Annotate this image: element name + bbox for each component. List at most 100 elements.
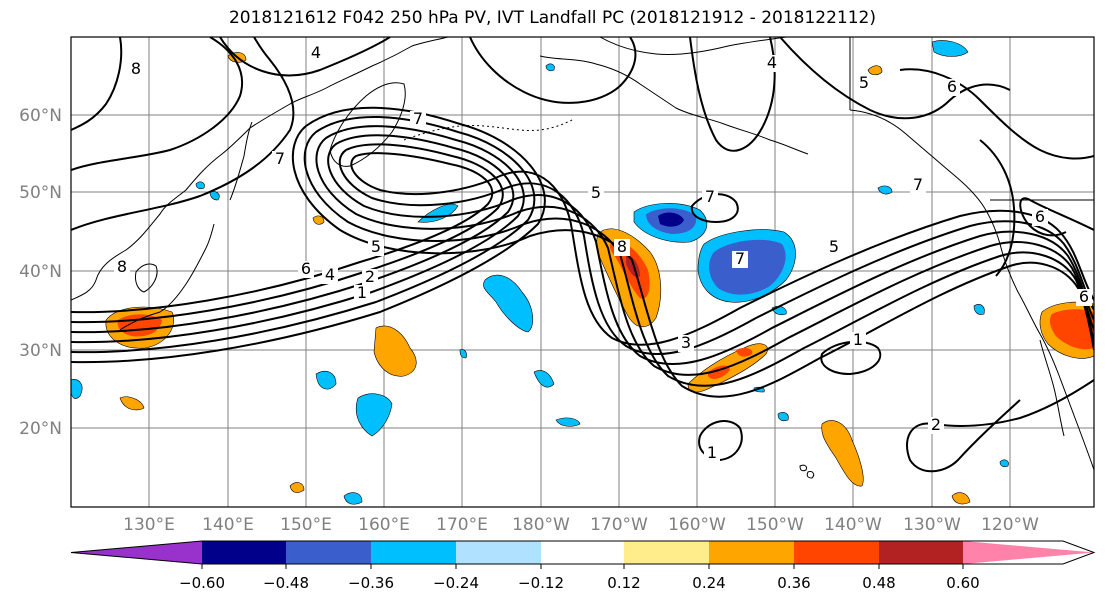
shade-central-warm-1 (373, 325, 417, 377)
shade-small-cool-7 (459, 349, 467, 359)
coast-korea (135, 263, 158, 293)
coast-north-america (849, 109, 1094, 471)
shade-small-warm-2 (312, 215, 325, 225)
contour-label: 6 (301, 259, 311, 278)
coast-asia (71, 37, 449, 301)
lon-label: 170°W (590, 515, 648, 535)
contour-label-bg (588, 185, 604, 202)
colorbar-segment-left-extend (71, 541, 202, 564)
contour-nw-1 (71, 37, 243, 171)
shade-central-cool-5 (555, 417, 581, 427)
lon-label: 170°E (436, 515, 488, 535)
contour-label-bg (322, 267, 338, 284)
contour-label: 5 (371, 237, 381, 256)
colorbar-segment (371, 541, 456, 564)
lon-label: 120°W (981, 515, 1039, 535)
coast-baja (1039, 339, 1065, 437)
contour-north-1 (219, 37, 391, 77)
contour-label: 7 (413, 109, 423, 128)
coast-japan (119, 223, 215, 331)
shade-central-cool-3 (355, 393, 393, 437)
shade-central-cool-1 (483, 274, 534, 333)
contour-label: 5 (859, 73, 869, 92)
shade-small-cool-9 (777, 412, 789, 422)
shade-small-cool-1 (71, 379, 83, 399)
contour-label-bg (410, 111, 426, 128)
contour-label: 6 (1035, 207, 1045, 226)
shade-small-cool-11 (877, 185, 893, 195)
shade-small-cool-6 (343, 492, 363, 505)
lon-label: 160°E (358, 515, 410, 535)
contour-label-bg (368, 239, 384, 256)
latitude-labels: 60°N 50°N 40°N 30°N 20°N (19, 106, 62, 439)
contour-nw-2 (71, 37, 295, 231)
contour-closed-hawaii (698, 420, 743, 462)
lon-label: 140°W (824, 515, 882, 535)
colorbar-tick-label: −0.60 (179, 574, 225, 592)
contour-label: 5 (591, 183, 601, 202)
lon-label: 180°W (512, 515, 570, 535)
contour-label: 6 (1079, 287, 1089, 306)
pv-contours (71, 37, 1094, 473)
shade-central-cool-2 (315, 371, 337, 390)
contour-north-3 (689, 37, 776, 152)
contour-label-bg (128, 61, 144, 78)
colorbar-segment (709, 541, 794, 564)
contour-jet-3 (71, 134, 1094, 366)
shade-small-cool-12 (545, 63, 555, 72)
colorbar-tick-label: 0.24 (692, 574, 725, 592)
contour-label-bg (298, 261, 314, 278)
shade-subtrop-hot-2 (736, 347, 753, 357)
contour-label: 1 (357, 283, 367, 302)
contour-east-2 (1019, 197, 1094, 237)
lat-label: 50°N (19, 183, 62, 203)
contour-north-5 (899, 68, 1094, 160)
contour-label-bg (614, 239, 630, 256)
map-title: 2018121612 F042 250 hPa PV, IVT Landfall… (228, 8, 876, 28)
lat-label: 30°N (19, 341, 62, 361)
shade-north-dark (658, 212, 684, 227)
shade-central-cool-4 (533, 370, 555, 388)
contour-label-bg (354, 285, 370, 302)
hawaii (799, 464, 815, 479)
contour-jet-2 (71, 143, 1094, 356)
contour-label-bg (850, 332, 866, 349)
aleutians (403, 119, 573, 141)
contour-label: 7 (275, 149, 285, 168)
contour-label-bg (944, 79, 960, 96)
contour-label: 4 (311, 43, 321, 62)
contour-north-4 (779, 37, 1011, 120)
contour-nw-3 (71, 37, 123, 131)
colorbar-segment (286, 541, 371, 564)
contour-label: 8 (117, 257, 127, 276)
lon-label: 140°E (202, 515, 254, 535)
contour-label: 8 (617, 237, 627, 256)
contour-label: 1 (707, 443, 717, 462)
contour-east-3 (979, 139, 1016, 277)
colorbar-segment-right-extend (963, 541, 1094, 564)
contour-label-bg (910, 177, 926, 194)
colorbar-tick-label: 0.60 (946, 574, 979, 592)
colorbar-tick-label: 0.36 (777, 574, 810, 592)
coast-alaska (539, 55, 809, 155)
contour-label: 8 (131, 59, 141, 78)
map-frame (70, 36, 1095, 508)
contour-label-bg (362, 269, 378, 286)
lon-label: 130°E (123, 515, 175, 535)
shade-small-cool-13 (999, 459, 1009, 468)
longitude-labels: 130°E 140°E 150°E 160°E 170°E 180°W 170°W 160°W… (123, 515, 1039, 535)
contour-label-bg (308, 45, 324, 62)
colorbar-segment (202, 541, 286, 564)
contour-north-2 (469, 37, 637, 104)
shade-small-cool-15 (195, 181, 205, 190)
contour-label-bg (1076, 289, 1092, 306)
contour-label: 7 (913, 175, 923, 194)
contour-label: 1 (853, 330, 863, 349)
contour-label-bg (856, 75, 872, 92)
contour-jet-5 (71, 115, 1094, 387)
contour-jet-6 (71, 106, 1094, 398)
colorbar-tick-label: −0.48 (263, 574, 309, 592)
lon-label: 150°W (746, 515, 804, 535)
colorbar-segment (879, 541, 963, 564)
